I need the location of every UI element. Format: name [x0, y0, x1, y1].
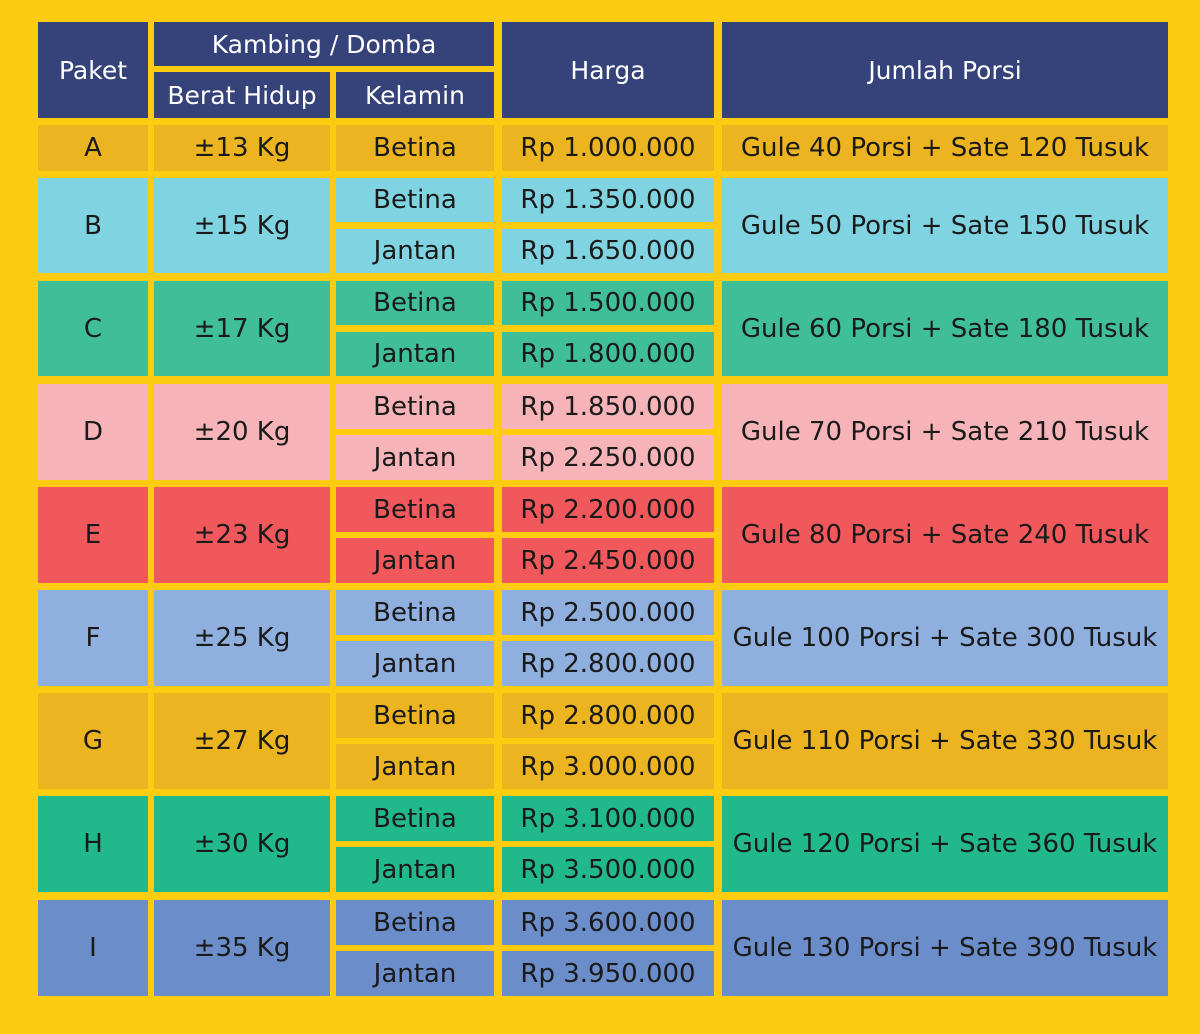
kelamin-cell: Betina [336, 487, 494, 532]
kelamin-cell: Jantan [336, 229, 494, 273]
paket-cell: E [38, 487, 148, 583]
berat-cell: ±13 Kg [154, 125, 330, 171]
harga-cell: Rp 3.100.000 [502, 796, 714, 841]
header-kelamin: Kelamin [336, 72, 494, 118]
paket-cell: A [38, 125, 148, 171]
harga-cell: Rp 2.800.000 [502, 693, 714, 738]
harga-cell: Rp 3.600.000 [502, 900, 714, 945]
paket-cell: G [38, 693, 148, 789]
harga-cell: Rp 1.850.000 [502, 384, 714, 429]
kelamin-cell: Betina [336, 384, 494, 429]
kelamin-cell: Jantan [336, 435, 494, 480]
harga-cell: Rp 3.950.000 [502, 951, 714, 996]
porsi-cell: Gule 120 Porsi + Sate 360 Tusuk [722, 796, 1168, 892]
porsi-cell: Gule 100 Porsi + Sate 300 Tusuk [722, 590, 1168, 686]
harga-cell: Rp 3.000.000 [502, 744, 714, 789]
porsi-cell: Gule 110 Porsi + Sate 330 Tusuk [722, 693, 1168, 789]
porsi-cell: Gule 80 Porsi + Sate 240 Tusuk [722, 487, 1168, 583]
porsi-cell: Gule 40 Porsi + Sate 120 Tusuk [722, 125, 1168, 171]
harga-cell: Rp 3.500.000 [502, 847, 714, 892]
kelamin-cell: Jantan [336, 641, 494, 686]
kelamin-cell: Jantan [336, 538, 494, 583]
kelamin-cell: Betina [336, 125, 494, 171]
berat-cell: ±17 Kg [154, 281, 330, 376]
header-kambing-domba: Kambing / Domba [154, 22, 494, 66]
kelamin-cell: Betina [336, 796, 494, 841]
paket-cell: D [38, 384, 148, 480]
header-paket: Paket [38, 22, 148, 118]
paket-cell: B [38, 178, 148, 273]
kelamin-cell: Jantan [336, 847, 494, 892]
harga-cell: Rp 2.250.000 [502, 435, 714, 480]
paket-cell: C [38, 281, 148, 376]
porsi-cell: Gule 50 Porsi + Sate 150 Tusuk [722, 178, 1168, 273]
kelamin-cell: Betina [336, 590, 494, 635]
paket-cell: H [38, 796, 148, 892]
berat-cell: ±23 Kg [154, 487, 330, 583]
porsi-cell: Gule 70 Porsi + Sate 210 Tusuk [722, 384, 1168, 480]
harga-cell: Rp 1.350.000 [502, 178, 714, 222]
berat-cell: ±27 Kg [154, 693, 330, 789]
berat-cell: ±30 Kg [154, 796, 330, 892]
header-harga: Harga [502, 22, 714, 118]
kelamin-cell: Betina [336, 281, 494, 325]
berat-cell: ±15 Kg [154, 178, 330, 273]
harga-cell: Rp 1.800.000 [502, 332, 714, 376]
berat-cell: ±20 Kg [154, 384, 330, 480]
kelamin-cell: Jantan [336, 744, 494, 789]
harga-cell: Rp 2.450.000 [502, 538, 714, 583]
berat-cell: ±25 Kg [154, 590, 330, 686]
paket-cell: F [38, 590, 148, 686]
berat-cell: ±35 Kg [154, 900, 330, 996]
harga-cell: Rp 2.800.000 [502, 641, 714, 686]
header-jumlah-porsi: Jumlah Porsi [722, 22, 1168, 118]
harga-cell: Rp 1.650.000 [502, 229, 714, 273]
paket-cell: I [38, 900, 148, 996]
harga-cell: Rp 2.500.000 [502, 590, 714, 635]
kelamin-cell: Betina [336, 900, 494, 945]
kelamin-cell: Jantan [336, 332, 494, 376]
harga-cell: Rp 1.500.000 [502, 281, 714, 325]
harga-cell: Rp 1.000.000 [502, 125, 714, 171]
kelamin-cell: Jantan [336, 951, 494, 996]
header-berat-hidup: Berat Hidup [154, 72, 330, 118]
harga-cell: Rp 2.200.000 [502, 487, 714, 532]
kelamin-cell: Betina [336, 693, 494, 738]
kelamin-cell: Betina [336, 178, 494, 222]
porsi-cell: Gule 60 Porsi + Sate 180 Tusuk [722, 281, 1168, 376]
porsi-cell: Gule 130 Porsi + Sate 390 Tusuk [722, 900, 1168, 996]
